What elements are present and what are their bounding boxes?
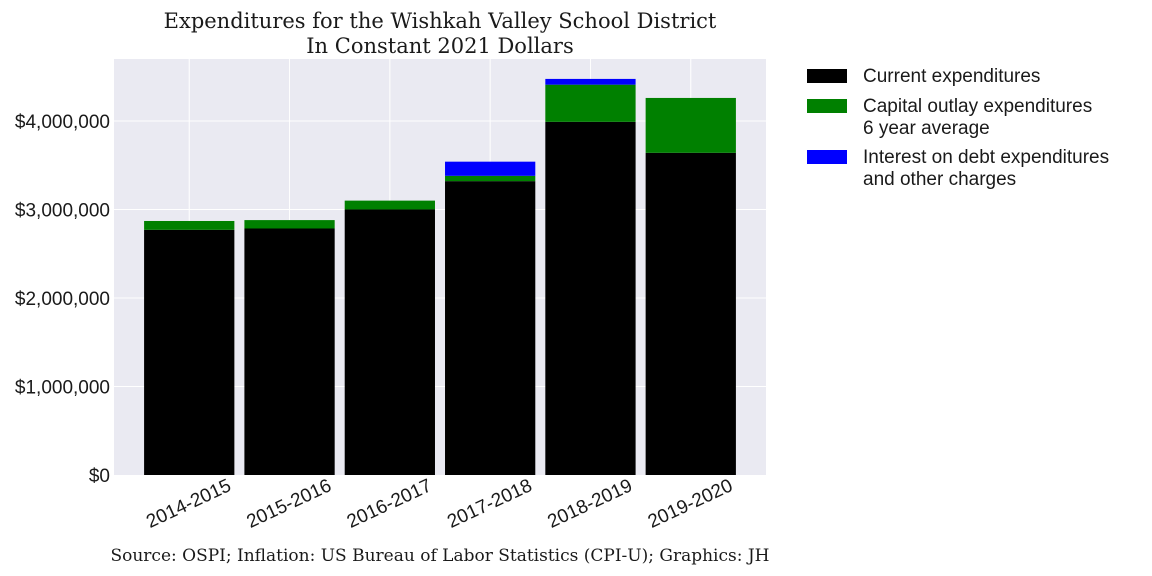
x-axis: 2014-2015 2015-2016 2016-2017 2017-2018 2018…: [143, 475, 736, 532]
x-tick-label: 2018-2019: [545, 475, 636, 532]
chart-title: Expenditures for the Wishkah Valley Scho…: [164, 9, 717, 33]
x-tick-label: 2014-2015: [143, 475, 234, 532]
y-tick-label: $1,000,000: [15, 377, 110, 398]
bar-segment-capital-outlay: [244, 220, 335, 229]
legend-swatch-interest: [807, 150, 847, 164]
x-tick-label: 2017-2018: [444, 475, 535, 532]
y-tick-label: $2,000,000: [15, 289, 110, 310]
bar-segment-current: [144, 229, 235, 475]
bars: [144, 78, 736, 475]
bar-segment-interest: [445, 161, 536, 176]
legend: Current expenditures Capital outlay expen…: [807, 66, 1109, 190]
y-tick-label: $3,000,000: [15, 200, 110, 221]
x-tick-label: 2016-2017: [344, 475, 435, 532]
bar-segment-current: [244, 228, 335, 475]
x-tick-label: 2019-2020: [645, 475, 736, 532]
chart-subtitle: In Constant 2021 Dollars: [306, 34, 573, 58]
bar-segment-capital-outlay: [445, 175, 536, 182]
bar-segment-current: [445, 181, 536, 475]
y-tick-label: $4,000,000: [15, 112, 110, 133]
bar-segment-capital-outlay: [645, 97, 736, 153]
bar-segment-current: [545, 121, 636, 475]
legend-label-current: Current expenditures: [863, 66, 1040, 87]
y-axis: $0 $1,000,000 $2,000,000 $3,000,000 $4,000,0…: [15, 112, 110, 487]
y-tick-label: $0: [89, 466, 110, 487]
bar-segment-capital-outlay: [344, 200, 435, 210]
x-tick-label: 2015-2016: [244, 475, 335, 532]
bar-segment-capital-outlay: [144, 220, 235, 230]
bar-segment-current: [645, 152, 736, 475]
bar-segment-capital-outlay: [545, 84, 636, 122]
legend-swatch-capital-outlay: [807, 99, 847, 113]
legend-label-interest: Interest on debt expenditures and other c…: [863, 147, 1109, 190]
source-note: Source: OSPI; Inflation: US Bureau of La…: [110, 546, 769, 566]
legend-label-capital-outlay: Capital outlay expenditures 6 year averag…: [863, 96, 1092, 139]
bar-segment-current: [344, 209, 435, 475]
legend-swatch-current: [807, 69, 847, 83]
bar-segment-interest: [545, 78, 636, 85]
